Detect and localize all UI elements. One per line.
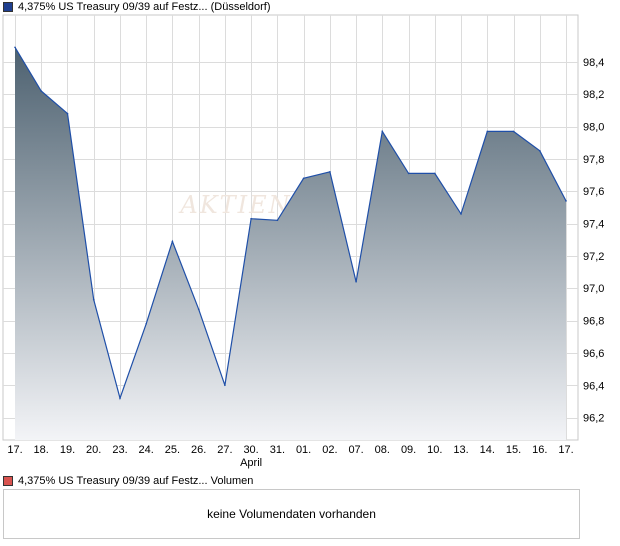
y-tick-label: 96,8 [583,316,604,328]
x-tick-label: 14. [480,444,495,456]
x-tick-label: 01. [296,444,311,456]
data-point [224,384,226,387]
x-tick-label: 25. [165,444,180,456]
y-tick-label: 97,0 [583,283,604,295]
x-tick-label: 26. [191,444,206,456]
data-point [92,298,95,301]
data-point [565,200,567,202]
series-line [14,46,567,401]
y-tick-label: 97,6 [583,186,604,198]
x-tick-label: 17. [7,444,22,456]
data-point [460,213,462,215]
y-tick-label: 96,6 [583,348,604,360]
x-tick-label: 23. [112,444,127,456]
x-tick-label: 20. [86,444,101,456]
price-chart: AKTIEN 98,498,298,097,897,697,497,297,09… [2,14,604,469]
x-tick-label: 27. [217,444,232,456]
x-tick-label: 24. [139,444,154,456]
area-layer [14,46,567,441]
y-tick-label: 96,2 [583,413,604,425]
series-area [15,47,566,441]
x-tick-label: 02. [322,444,337,456]
y-tick-label: 97,2 [583,251,604,263]
data-point [66,112,69,115]
data-point [171,240,174,243]
volume-panel: keine Volumendaten vorhanden [3,489,580,539]
y-axis: 98,4 98,2 98,0 97,8 97,6 97,4 97,2 97,0 96,8 96,6… [583,57,604,425]
data-point [355,281,357,283]
data-point [14,46,16,49]
y-tick-label: 97,8 [583,154,604,166]
price-legend: 4,375% US Treasury 09/39 auf Festz... (D… [3,0,271,14]
volume-legend: 4,375% US Treasury 09/39 auf Festz... Vo… [3,474,253,488]
x-tick-label: 13. [453,444,468,456]
x-tick-label: 31. [270,444,285,456]
y-tick-label: 97,4 [583,219,604,231]
data-point [40,90,42,92]
y-tick-label: 98,0 [583,122,604,134]
volume-legend-label: 4,375% US Treasury 09/39 auf Festz... Vo… [18,475,254,487]
x-tick-label: 16. [532,444,547,456]
data-point [539,150,541,152]
x-tick-label: 30. [243,444,258,456]
x-tick-label: 09. [401,444,416,456]
watermark: AKTIEN [178,191,291,219]
x-tick-label: 18. [34,444,49,456]
x-tick-label: 15. [506,444,521,456]
data-point [145,323,147,325]
volume-empty-message: keine Volumendaten vorhanden [207,507,376,521]
data-point [276,219,279,222]
price-legend-label: 4,375% US Treasury 09/39 auf Festz... (D… [18,1,271,13]
data-point [329,171,331,173]
y-tick-label: 96,4 [583,380,604,392]
data-point [434,172,436,175]
x-tick-label: 07. [348,444,363,456]
price-legend-swatch [3,2,13,12]
x-month-label: April [240,457,262,469]
data-point [486,130,489,133]
data-point [302,177,305,180]
data-point [512,130,515,133]
data-point [381,130,384,133]
data-point [119,397,121,400]
volume-legend-swatch [3,476,13,486]
data-point [250,217,252,220]
data-point [407,172,410,175]
x-tick-label: 10. [427,444,442,456]
data-point [197,308,200,311]
y-tick-label: 98,2 [583,89,604,101]
x-tick-label: 19. [60,444,75,456]
x-axis: 17. 18. 19. 20. 23. 24. 25. 26. 27. 30. 31. 01. 02. 0… [7,444,573,469]
x-tick-label: 17. [558,444,573,456]
x-tick-label: 08. [375,444,390,456]
y-tick-label: 98,4 [583,57,604,69]
